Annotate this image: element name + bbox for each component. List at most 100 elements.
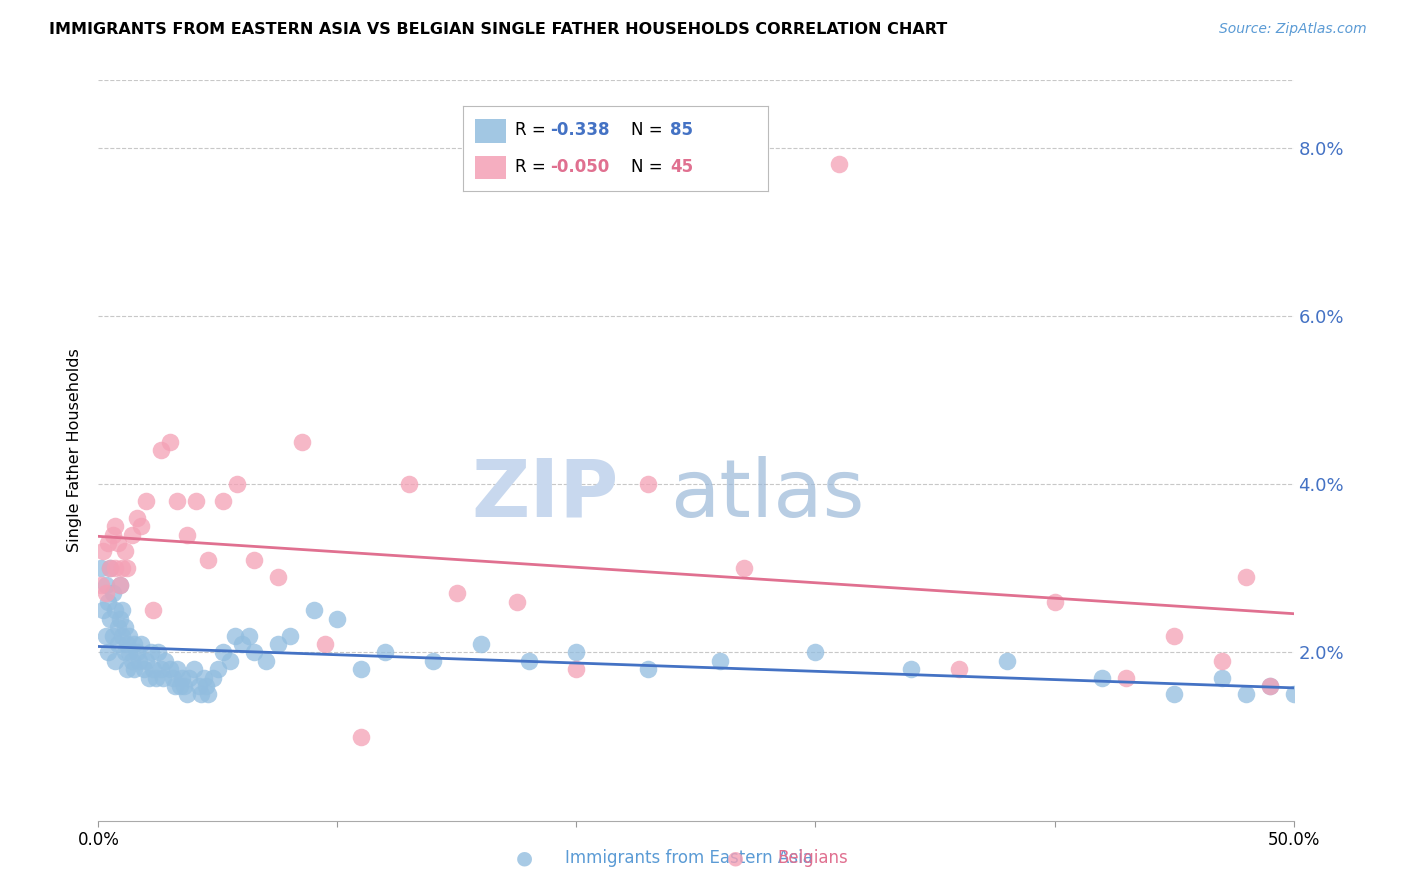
Point <box>115 561 138 575</box>
Point <box>155 654 177 668</box>
Point <box>121 527 143 541</box>
Text: Immigrants from Eastern Asia: Immigrants from Eastern Asia <box>565 849 813 867</box>
Point <box>226 477 249 491</box>
Point <box>709 654 731 668</box>
Point <box>159 435 181 450</box>
Point <box>98 561 122 575</box>
Point <box>995 654 1018 668</box>
Point <box>398 477 420 491</box>
Y-axis label: Single Father Households: Single Father Households <box>67 349 83 552</box>
Point <box>118 628 141 642</box>
Point <box>111 603 134 617</box>
Point <box>193 671 215 685</box>
Point <box>211 645 233 659</box>
Text: ●: ● <box>516 848 533 868</box>
Point <box>231 637 253 651</box>
Point <box>350 662 373 676</box>
Point <box>224 628 246 642</box>
Point <box>828 157 851 171</box>
Point <box>149 443 172 458</box>
Point <box>98 561 122 575</box>
Point <box>101 628 124 642</box>
Point <box>115 662 138 676</box>
Point <box>278 628 301 642</box>
Point <box>104 603 127 617</box>
Point <box>173 679 195 693</box>
Point <box>108 578 131 592</box>
Point <box>97 645 120 659</box>
Point <box>422 654 444 668</box>
Point <box>350 730 373 744</box>
Point <box>254 654 277 668</box>
Point <box>142 603 165 617</box>
Point <box>114 620 136 634</box>
Point <box>152 671 174 685</box>
Point <box>101 527 124 541</box>
Point <box>243 553 266 567</box>
Point <box>91 603 114 617</box>
Point <box>637 662 659 676</box>
Point <box>470 637 492 651</box>
Point <box>900 662 922 676</box>
Point <box>733 561 755 575</box>
Point <box>1282 688 1305 702</box>
Point <box>114 544 136 558</box>
Point <box>115 637 138 651</box>
Point <box>111 628 134 642</box>
Point <box>107 637 129 651</box>
Text: IMMIGRANTS FROM EASTERN ASIA VS BELGIAN SINGLE FATHER HOUSEHOLDS CORRELATION CHA: IMMIGRANTS FROM EASTERN ASIA VS BELGIAN … <box>49 22 948 37</box>
Point <box>179 671 201 685</box>
Point <box>1163 688 1185 702</box>
Point <box>101 586 124 600</box>
Point <box>1211 671 1233 685</box>
Point <box>1234 688 1257 702</box>
Point <box>142 662 165 676</box>
Point <box>176 527 198 541</box>
Point <box>202 671 225 685</box>
Point <box>291 435 314 450</box>
Point <box>267 569 290 583</box>
Point <box>135 654 157 668</box>
Point <box>138 671 160 685</box>
Point <box>169 679 191 693</box>
Point <box>128 654 150 668</box>
Point <box>90 561 112 575</box>
Point <box>135 494 157 508</box>
Point <box>114 645 136 659</box>
Point <box>326 612 349 626</box>
Point <box>1211 654 1233 668</box>
Point <box>118 645 141 659</box>
Point <box>166 494 188 508</box>
Point <box>104 654 127 668</box>
Text: Source: ZipAtlas.com: Source: ZipAtlas.com <box>1219 22 1367 37</box>
Point <box>565 645 588 659</box>
Point <box>186 494 208 508</box>
Point <box>104 519 127 533</box>
Point <box>149 662 172 676</box>
Point <box>374 645 396 659</box>
Point <box>211 494 233 508</box>
Point <box>166 662 188 676</box>
Point <box>197 553 219 567</box>
Text: ●: ● <box>727 848 744 868</box>
Point <box>187 679 209 693</box>
Point <box>111 561 134 575</box>
Point <box>125 645 148 659</box>
Point <box>94 578 117 592</box>
Point <box>124 662 146 676</box>
Point <box>97 595 120 609</box>
Point <box>1258 679 1281 693</box>
Point <box>94 628 117 642</box>
Point <box>159 662 181 676</box>
Point <box>190 688 212 702</box>
Point <box>97 536 120 550</box>
Point <box>124 637 146 651</box>
Point <box>1043 595 1066 609</box>
Point <box>131 519 153 533</box>
Text: atlas: atlas <box>671 456 865 534</box>
Point <box>238 628 260 642</box>
Point <box>804 645 827 659</box>
Point <box>565 662 588 676</box>
Text: ZIP: ZIP <box>471 456 619 534</box>
Point <box>1163 628 1185 642</box>
